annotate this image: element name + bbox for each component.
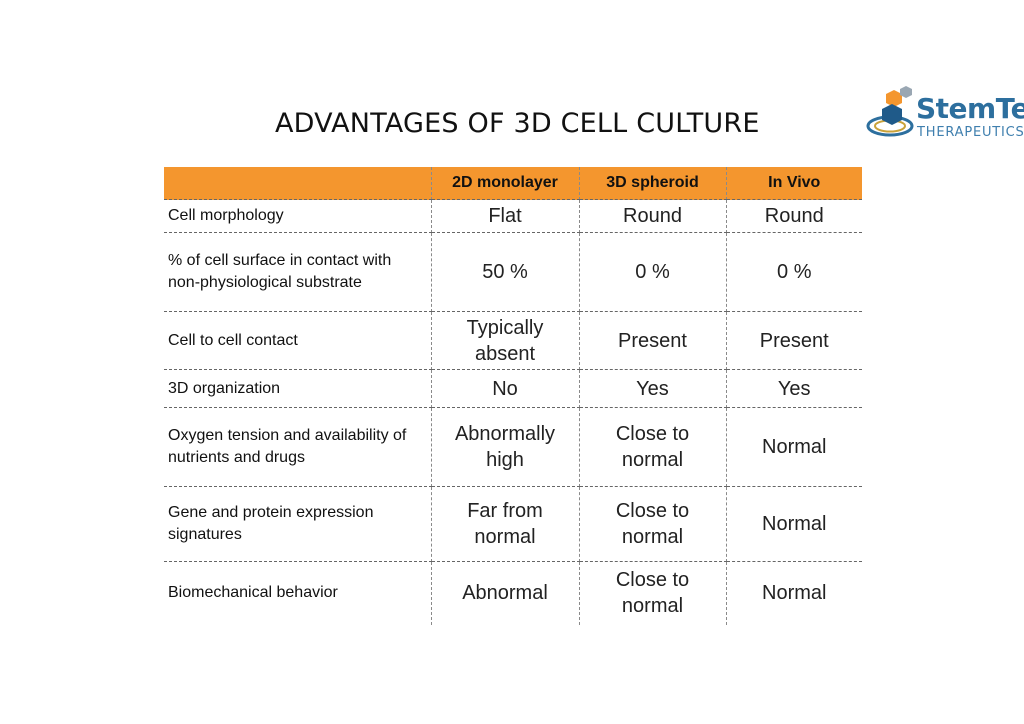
table-cell: Close to normal: [579, 407, 727, 487]
table-cell: Yes: [579, 369, 727, 408]
table-cell: Abnormally high: [431, 407, 580, 487]
table-row: Oxygen tension and availability of nutri…: [164, 407, 862, 487]
table-cell: No: [431, 369, 580, 408]
table-cell: Present: [579, 311, 727, 370]
table-row: % of cell surface in contact with non-ph…: [164, 232, 862, 312]
company-logo: StemTek THERAPEUTICS: [866, 84, 1024, 148]
logo-wordmark: StemTek: [916, 92, 1024, 125]
row-label: Cell to cell contact: [164, 311, 432, 370]
table-cell: Abnormal: [431, 561, 580, 625]
table-cell: 50 %: [431, 232, 580, 312]
table-row: Cell to cell contact Typically absent Pr…: [164, 311, 862, 370]
page-title: ADVANTAGES OF 3D CELL CULTURE: [275, 108, 760, 139]
row-label: Gene and protein expression signatures: [164, 486, 432, 562]
header-in-vivo: In Vivo: [726, 167, 862, 200]
row-label: 3D organization: [164, 369, 432, 408]
table-cell: Round: [579, 199, 727, 233]
table-row: Biomechanical behavior Abnormal Close to…: [164, 561, 862, 625]
comparison-table: 2D monolayer 3D spheroid In Vivo Cell mo…: [164, 167, 862, 625]
table-cell: 0 %: [726, 232, 862, 312]
logo-emblem-icon: [866, 86, 914, 137]
table-cell: Normal: [762, 582, 827, 605]
table-cell: Present: [726, 311, 862, 370]
table-cell: Flat: [431, 199, 580, 233]
table-row: Gene and protein expression signatures F…: [164, 486, 862, 562]
row-label: Oxygen tension and availability of nutri…: [164, 407, 432, 487]
header-2d-monolayer: 2D monolayer: [431, 167, 580, 200]
table-cell: Far from normal: [431, 486, 580, 562]
table-cell: 0 %: [579, 232, 727, 312]
row-label: % of cell surface in contact with non-ph…: [164, 232, 432, 312]
logo-subtitle: THERAPEUTICS: [917, 125, 1024, 140]
table-header-row: 2D monolayer 3D spheroid In Vivo: [164, 167, 862, 200]
header-3d-spheroid: 3D spheroid: [579, 167, 727, 200]
table-cell: Normal: [726, 486, 862, 562]
table-cell: Normal: [726, 407, 862, 487]
table-row: Cell morphology Flat Round Round: [164, 199, 862, 233]
row-label: Cell morphology: [164, 199, 432, 233]
table-row: 3D organization No Yes Yes: [164, 369, 862, 408]
table-cell: Typically absent: [431, 311, 580, 370]
table-cell: Round: [726, 199, 862, 233]
table-cell: Close to normal: [579, 561, 727, 625]
table-cell: Close to normal: [579, 486, 727, 562]
row-label: Biomechanical behavior: [164, 561, 432, 625]
table-cell: Yes: [726, 369, 862, 408]
header-cell-empty: [164, 167, 432, 200]
